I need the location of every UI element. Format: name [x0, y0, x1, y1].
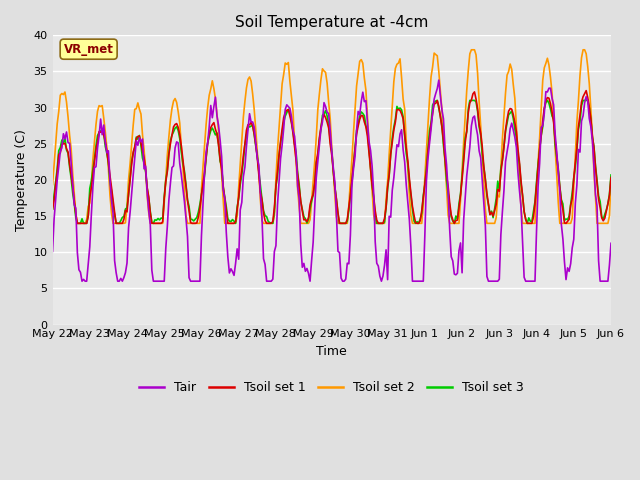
X-axis label: Time: Time	[316, 345, 347, 358]
Legend: Tair, Tsoil set 1, Tsoil set 2, Tsoil set 3: Tair, Tsoil set 1, Tsoil set 2, Tsoil se…	[134, 376, 529, 399]
Title: Soil Temperature at -4cm: Soil Temperature at -4cm	[235, 15, 428, 30]
Text: VR_met: VR_met	[64, 43, 113, 56]
Y-axis label: Temperature (C): Temperature (C)	[15, 129, 28, 231]
